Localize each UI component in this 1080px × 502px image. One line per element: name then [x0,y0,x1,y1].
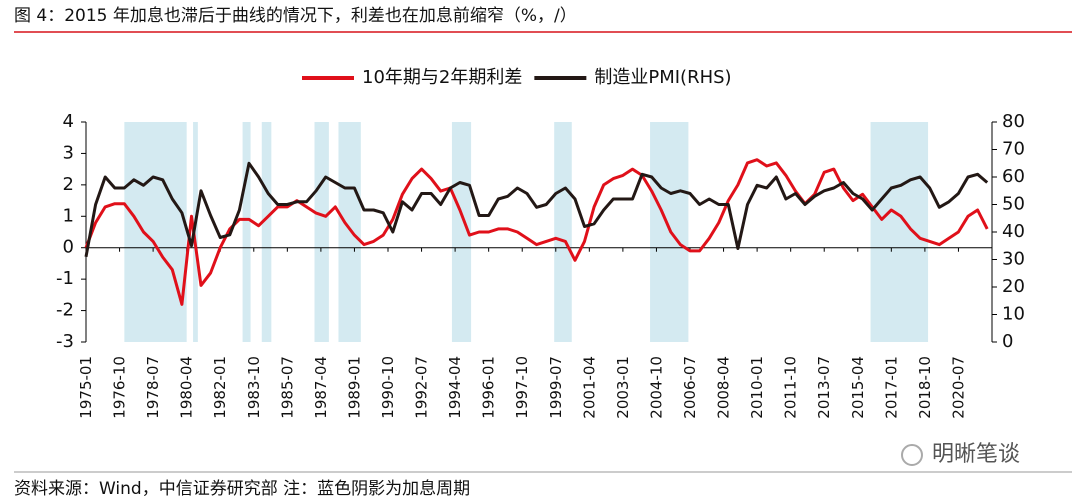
y2-tick-label: 70 [1002,139,1025,160]
x-tick-label: 2004-10 [647,356,665,419]
x-tick-label: 2011-10 [782,356,800,419]
hike-period [261,122,272,342]
hike-period [193,122,198,342]
y2-tick-label: 30 [1002,249,1025,270]
x-tick-label: 1980-04 [178,356,196,419]
hike-period [338,122,361,342]
x-tick-label: 1976-10 [111,356,129,419]
y2-tick-label: 50 [1002,194,1025,215]
x-tick-label: 1987-04 [312,356,330,419]
x-tick-label: 1994-04 [446,356,464,419]
series-line [84,161,989,258]
legend-label: 10年期与2年期利差 [362,67,522,88]
y2-tick-label: 60 [1002,166,1025,187]
x-tick-label: 2010-01 [748,356,766,419]
x-tick-label: 1999-07 [547,356,565,419]
y2-tick-label: 0 [1002,331,1013,352]
x-tick-label: 2015-04 [849,356,867,419]
x-tick-label: 1997-10 [513,356,531,419]
x-tick-label: 1978-07 [144,356,162,419]
source-note: 资料来源：Wind，中信证券研究部 注：蓝色阴影为加息周期 [14,479,470,499]
hike-period [314,122,329,342]
series-line [84,158,989,306]
y-tick-label: -1 [56,268,74,289]
x-tick-label: 2018-10 [916,356,934,419]
hike-period [124,122,187,342]
y2-tick-label: 20 [1002,276,1025,297]
y2-tick-label: 40 [1002,221,1025,242]
x-tick-label: 2013-07 [815,356,833,419]
x-tick-label: 1985-07 [278,356,296,419]
y-tick-label: -3 [56,331,74,352]
y2-tick-label: 80 [1002,111,1025,132]
y-tick-label: 0 [63,237,74,258]
x-tick-label: 2006-07 [681,356,699,419]
hike-period [870,122,929,342]
y-tick-label: 1 [63,205,74,226]
hike-period [554,122,572,342]
y2-tick-label: 10 [1002,304,1025,325]
hike-period [242,122,251,342]
x-tick-label: 2001-04 [580,356,598,419]
watermark: 明晰笔谈 [932,442,1020,467]
y-tick-label: -2 [56,300,74,321]
x-tick-label: 1982-01 [211,356,229,419]
x-tick-label: 2017-01 [882,356,900,419]
y-tick-label: 3 [63,142,74,163]
y-tick-label: 4 [63,111,74,132]
legend-label: 制造业PMI(RHS) [594,67,731,88]
x-tick-label: 1992-07 [413,356,431,419]
x-tick-label: 2020-07 [949,356,967,419]
x-tick-label: 1996-01 [480,356,498,419]
x-tick-label: 2003-01 [614,356,632,419]
x-tick-label: 1990-10 [379,356,397,419]
x-tick-label: 2008-04 [715,356,733,419]
y-tick-label: 2 [63,174,74,195]
chart-title: 图 4：2015 年加息也滞后于曲线的情况下，利差也在加息前缩窄（%，/） [14,6,577,26]
watermark-icon [901,444,923,466]
x-tick-label: 1989-01 [345,356,363,419]
x-tick-label: 1983-10 [245,356,263,419]
hike-period [451,122,472,342]
x-tick-label: 1975-01 [77,356,95,419]
